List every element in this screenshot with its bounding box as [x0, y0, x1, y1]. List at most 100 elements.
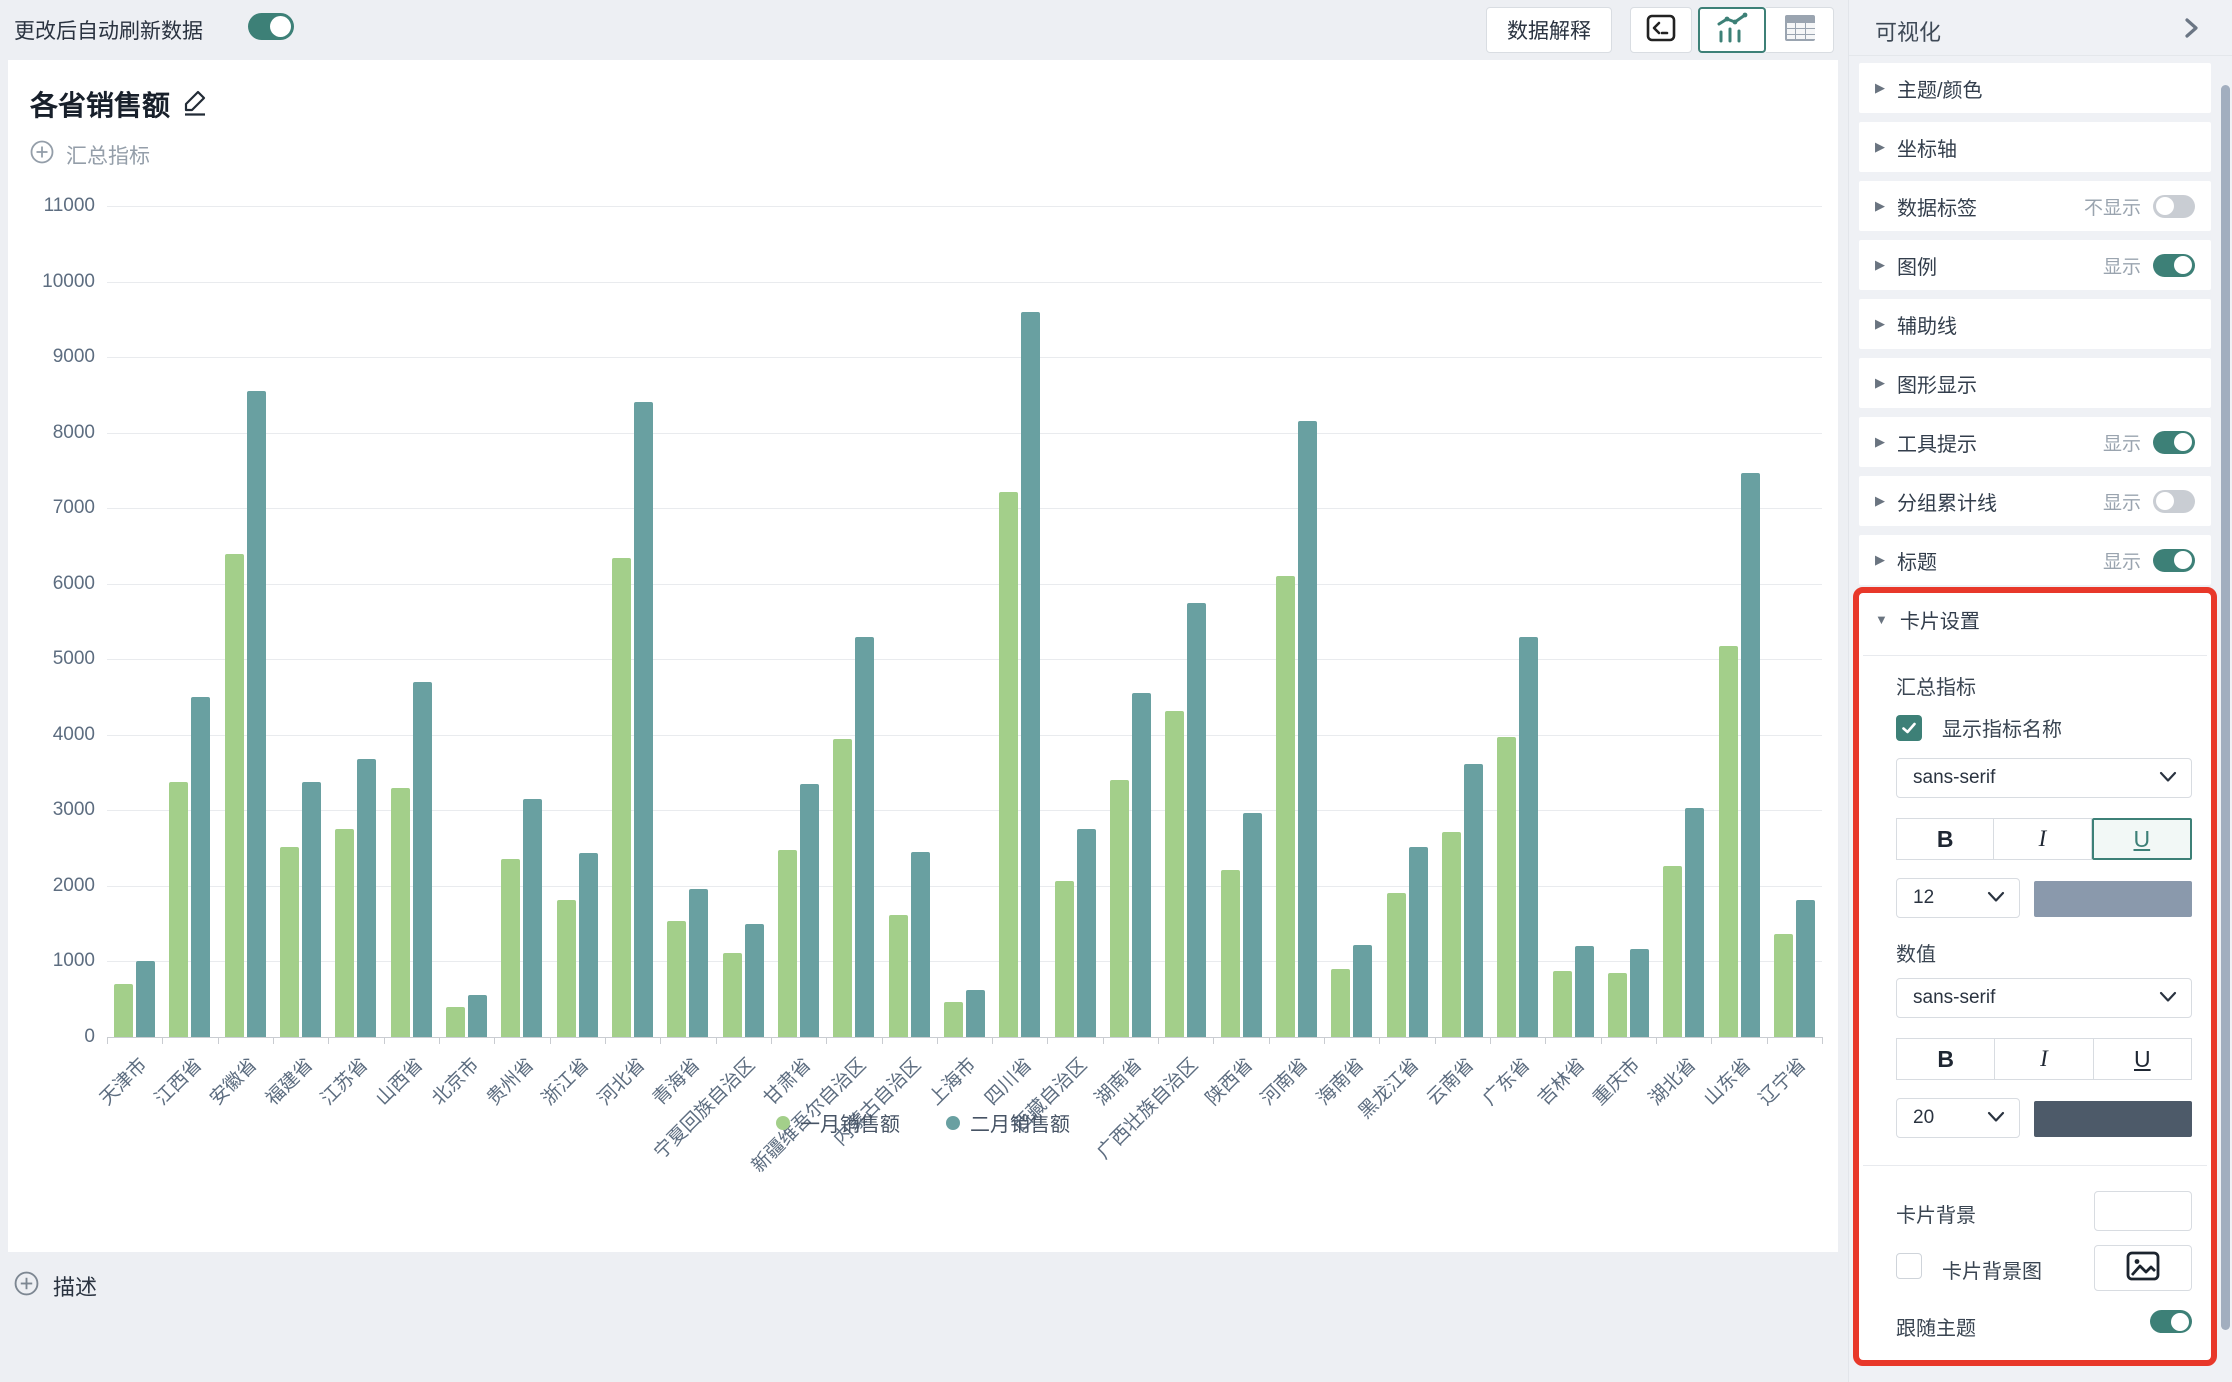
section-主题/颜色[interactable]: ▶ 主题/颜色	[1859, 63, 2211, 113]
bar-二月销售额-内蒙古自治区[interactable]	[910, 851, 930, 1037]
bar-二月销售额-海南省[interactable]	[1353, 944, 1373, 1037]
bar-二月销售额-陕西省[interactable]	[1242, 813, 1262, 1037]
collapse-panel-icon[interactable]	[2180, 16, 2202, 45]
auto-refresh-toggle[interactable]	[248, 13, 294, 40]
bar-一月销售额-山东省[interactable]	[1718, 646, 1738, 1037]
bar-二月销售额-黑龙江省[interactable]	[1408, 846, 1428, 1037]
bar-二月销售额-山东省[interactable]	[1740, 472, 1760, 1037]
value-font-select[interactable]: sans-serif	[1896, 978, 2192, 1018]
card-background-image-checkbox[interactable]	[1896, 1253, 1922, 1279]
card-settings-header[interactable]: ▼ 卡片设置	[1875, 605, 1980, 634]
card-background-color-swatch[interactable]	[2094, 1191, 2192, 1231]
section-toggle[interactable]	[2153, 548, 2195, 572]
bar-一月销售额-宁夏回族自治区[interactable]	[722, 953, 742, 1037]
value-bold-button[interactable]: B	[1896, 1038, 1996, 1080]
bar-二月销售额-西藏自治区[interactable]	[1076, 829, 1096, 1037]
bar-一月销售额-西藏自治区[interactable]	[1054, 881, 1074, 1037]
bar-二月销售额-广西壮族自治区[interactable]	[1187, 602, 1207, 1037]
summary-size-select[interactable]: 12	[1896, 878, 2020, 918]
section-分组累计线[interactable]: ▶ 分组累计线 显示	[1859, 476, 2211, 526]
bar-一月销售额-北京市[interactable]	[446, 1006, 466, 1037]
edit-title-icon[interactable]	[182, 88, 208, 121]
bar-二月销售额-云南省[interactable]	[1463, 763, 1483, 1037]
section-标题[interactable]: ▶ 标题 显示	[1859, 535, 2211, 585]
section-toggle[interactable]	[2153, 194, 2195, 218]
bar-一月销售额-浙江省[interactable]	[556, 900, 576, 1037]
bar-一月销售额-辽宁省[interactable]	[1773, 934, 1793, 1037]
bar-一月销售额-贵州省[interactable]	[501, 858, 521, 1037]
summary-italic-button[interactable]: I	[1994, 818, 2092, 860]
section-数据标签[interactable]: ▶ 数据标签 不显示	[1859, 181, 2211, 231]
section-toggle[interactable]	[2153, 430, 2195, 454]
bar-二月销售额-浙江省[interactable]	[578, 852, 598, 1037]
card-background-image-button[interactable]	[2094, 1245, 2192, 1291]
bar-一月销售额-云南省[interactable]	[1441, 831, 1461, 1037]
bar-二月销售额-湖南省[interactable]	[1131, 692, 1151, 1037]
bar-一月销售额-重庆市[interactable]	[1607, 972, 1627, 1037]
bar-一月销售额-四川省[interactable]	[999, 491, 1019, 1037]
bar-二月销售额-天津市[interactable]	[136, 961, 156, 1037]
bar-二月销售额-安徽省[interactable]	[246, 391, 266, 1037]
bar-一月销售额-湖南省[interactable]	[1109, 780, 1129, 1037]
bar-一月销售额-江苏省[interactable]	[335, 828, 355, 1037]
summary-font-select[interactable]: sans-serif	[1896, 758, 2192, 798]
bar-一月销售额-湖北省[interactable]	[1663, 865, 1683, 1037]
bar-二月销售额-江苏省[interactable]	[357, 759, 377, 1037]
data-explain-button[interactable]: 数据解释	[1486, 7, 1612, 53]
bar-一月销售额-河南省[interactable]	[1275, 576, 1295, 1037]
add-summary-metric[interactable]: 汇总指标	[30, 140, 150, 170]
legend-item-一月销售额[interactable]: 一月销售额	[776, 1108, 900, 1137]
bar-二月销售额-北京市[interactable]	[468, 995, 488, 1037]
bar-一月销售额-河北省[interactable]	[612, 558, 632, 1037]
bar-一月销售额-广西壮族自治区[interactable]	[1165, 711, 1185, 1037]
bar-二月销售额-上海市[interactable]	[966, 990, 985, 1037]
bar-二月销售额-山西省[interactable]	[412, 681, 432, 1037]
bar-一月销售额-福建省[interactable]	[280, 846, 300, 1037]
bar-一月销售额-上海市[interactable]	[944, 1002, 963, 1037]
bar-一月销售额-海南省[interactable]	[1331, 969, 1351, 1037]
show-metric-name-checkbox[interactable]	[1896, 714, 1922, 741]
bar-二月销售额-吉林省[interactable]	[1574, 946, 1594, 1037]
summary-color-swatch[interactable]	[2034, 881, 2192, 917]
bar-一月销售额-陕西省[interactable]	[1220, 870, 1240, 1037]
bar-二月销售额-河北省[interactable]	[634, 401, 654, 1037]
section-图形显示[interactable]: ▶ 图形显示	[1859, 358, 2211, 408]
value-size-select[interactable]: 20	[1896, 1098, 2020, 1138]
bar-二月销售额-江西省[interactable]	[191, 697, 211, 1037]
legend-item-二月销售额[interactable]: 二月销售额	[946, 1108, 1070, 1137]
bar-一月销售额-青海省[interactable]	[667, 920, 687, 1037]
bar-二月销售额-福建省[interactable]	[302, 782, 322, 1037]
bar-二月销售额-重庆市[interactable]	[1629, 949, 1649, 1037]
summary-bold-button[interactable]: B	[1896, 818, 1995, 860]
bar-一月销售额-内蒙古自治区[interactable]	[888, 915, 908, 1037]
bar-一月销售额-山西省[interactable]	[390, 787, 410, 1037]
bar-二月销售额-广东省[interactable]	[1519, 636, 1539, 1037]
value-italic-button[interactable]: I	[1995, 1038, 2094, 1080]
value-color-swatch[interactable]	[2034, 1101, 2192, 1137]
sidebar-scrollbar[interactable]	[2221, 85, 2230, 1330]
chart-view-button[interactable]	[1698, 7, 1766, 53]
section-图例[interactable]: ▶ 图例 显示	[1859, 240, 2211, 290]
table-view-button[interactable]	[1766, 7, 1834, 53]
add-description[interactable]: 描述	[14, 1270, 97, 1302]
bar-二月销售额-辽宁省[interactable]	[1795, 900, 1815, 1037]
bar-一月销售额-吉林省[interactable]	[1552, 970, 1572, 1037]
follow-theme-toggle[interactable]	[2150, 1310, 2192, 1333]
summary-underline-button[interactable]: U	[2091, 818, 2192, 860]
section-辅助线[interactable]: ▶ 辅助线	[1859, 299, 2211, 349]
bar-二月销售额-湖北省[interactable]	[1685, 808, 1705, 1037]
bar-一月销售额-黑龙江省[interactable]	[1386, 893, 1406, 1037]
bar-二月销售额-新疆维吾尔自治区[interactable]	[855, 636, 875, 1037]
bar-二月销售额-宁夏回族自治区[interactable]	[744, 923, 764, 1037]
bar-一月销售额-天津市[interactable]	[114, 984, 134, 1037]
section-toggle[interactable]	[2153, 489, 2195, 513]
bar-二月销售额-青海省[interactable]	[689, 889, 709, 1037]
bar-二月销售额-河南省[interactable]	[1297, 421, 1317, 1037]
bar-二月销售额-四川省[interactable]	[1021, 311, 1041, 1037]
code-view-button[interactable]	[1630, 7, 1692, 53]
bar-一月销售额-安徽省[interactable]	[224, 553, 244, 1037]
section-工具提示[interactable]: ▶ 工具提示 显示	[1859, 417, 2211, 467]
bar-一月销售额-新疆维吾尔自治区[interactable]	[833, 738, 853, 1037]
bar-一月销售额-江西省[interactable]	[169, 782, 189, 1037]
section-toggle[interactable]	[2153, 253, 2195, 277]
